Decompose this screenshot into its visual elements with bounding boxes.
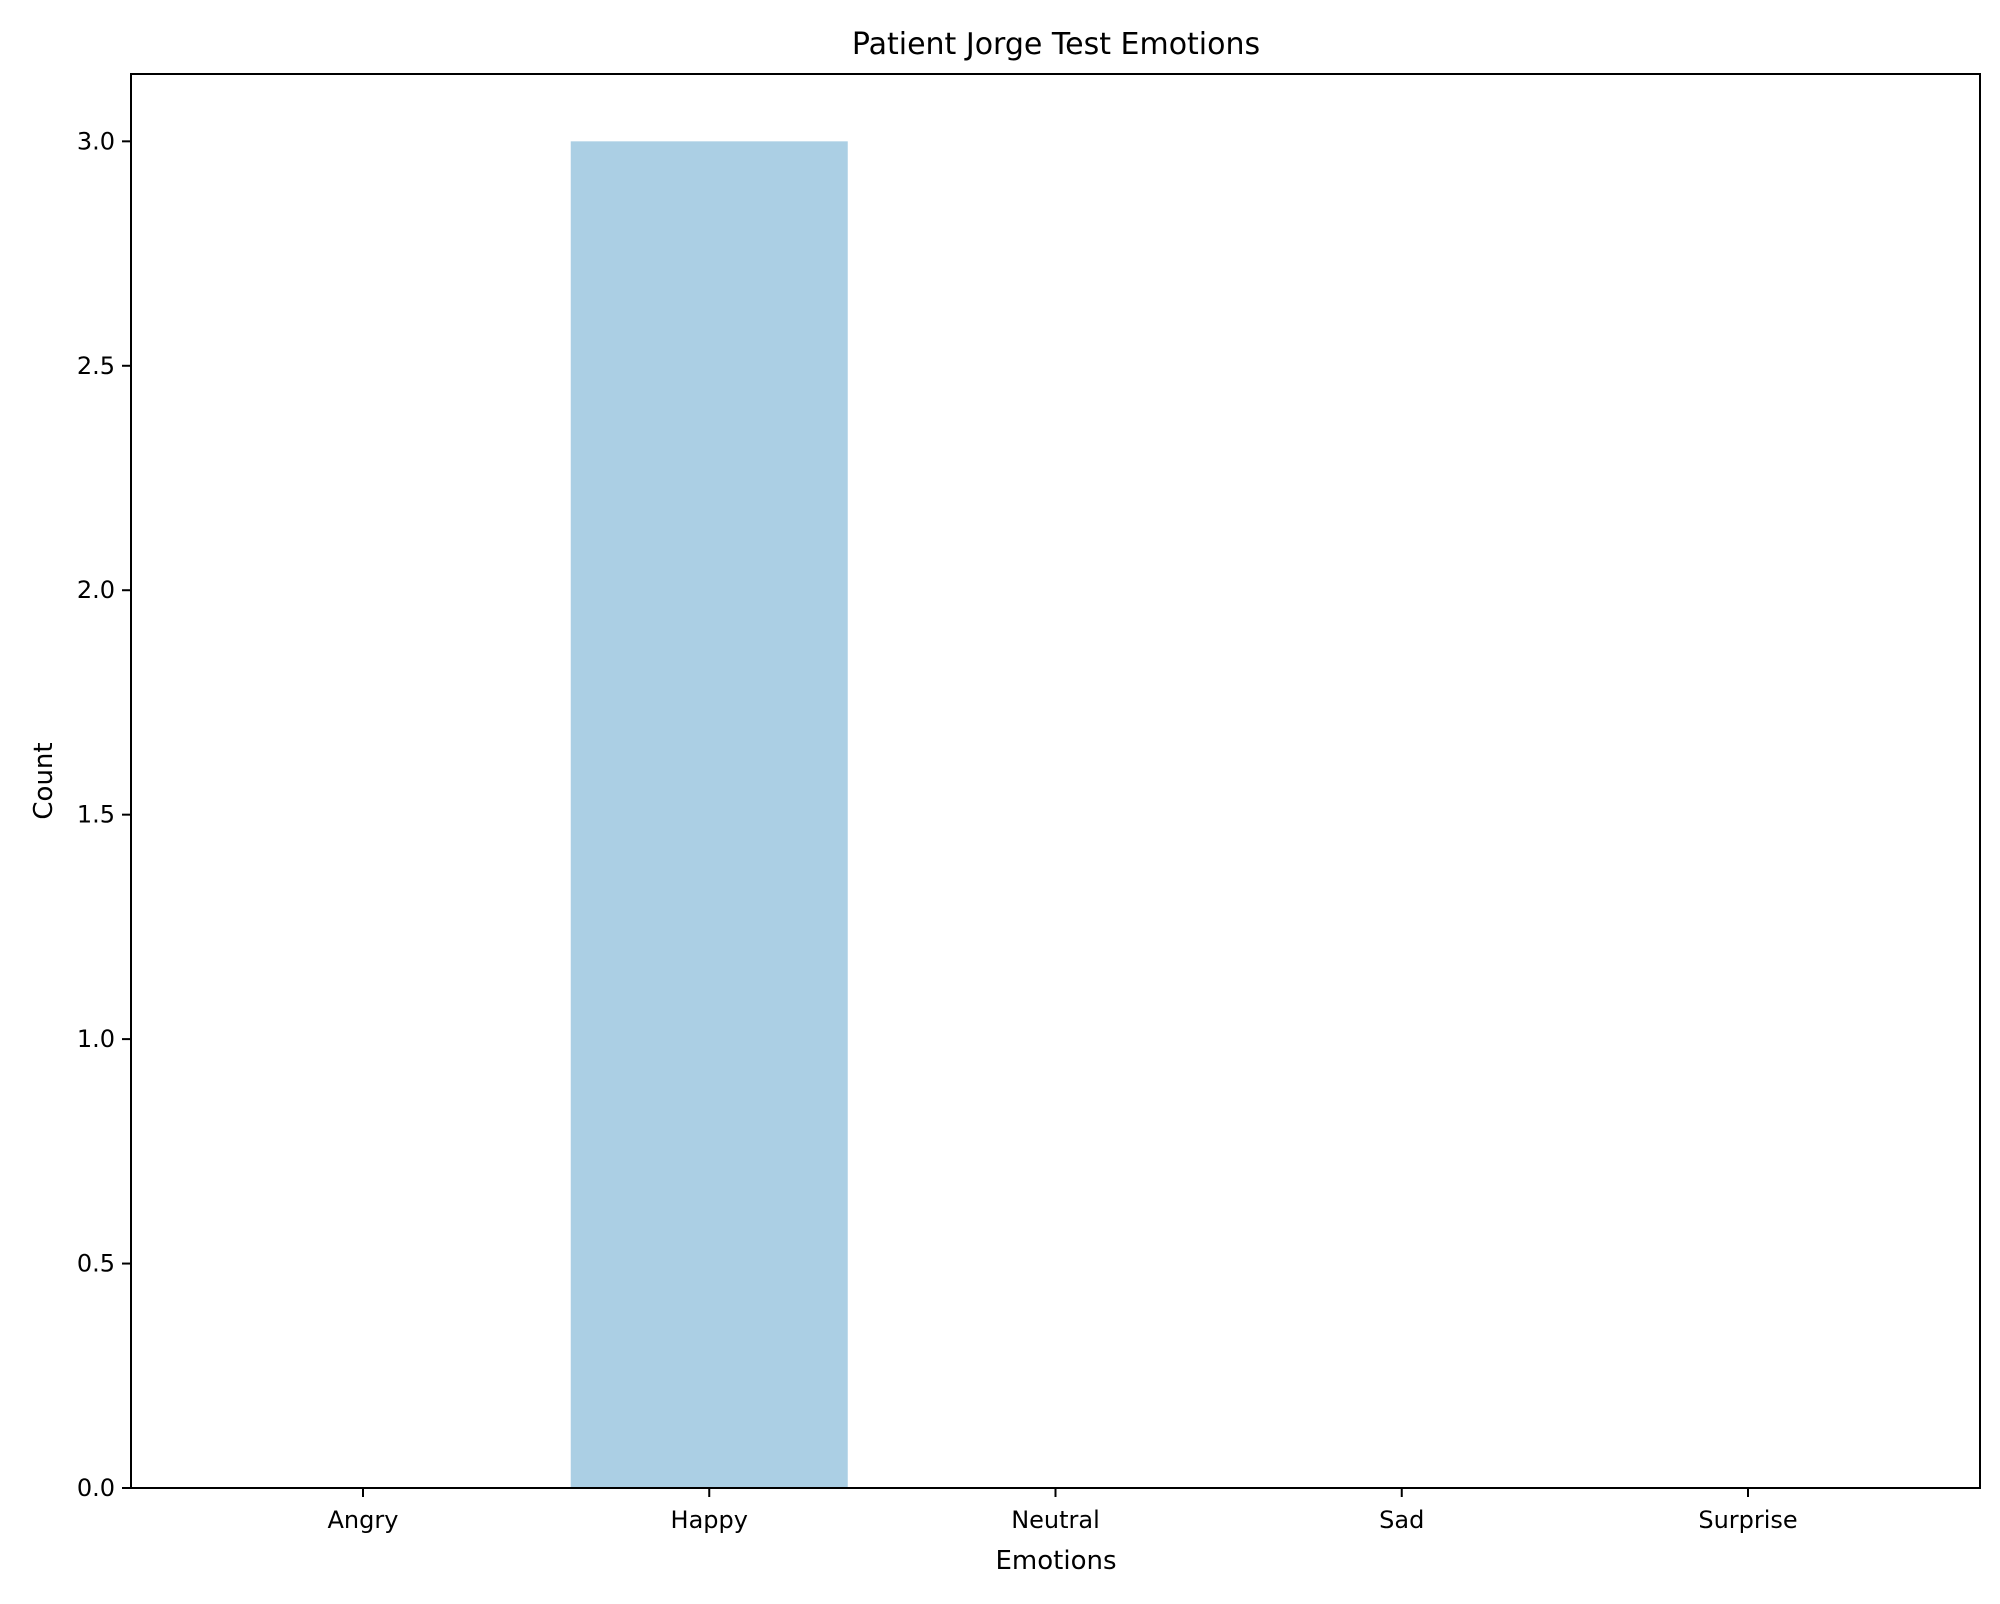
- x-axis-ticks: Angry Happy Neutral Sad Surprise: [328, 1488, 1798, 1534]
- plot-frame: [130, 73, 1981, 1489]
- y-tick-label: 0.0: [77, 1474, 115, 1502]
- y-axis-ticks: 0.0 0.5 1.0 1.5 2.0 2.5 3.0: [77, 127, 131, 1502]
- y-tick-label: 1.5: [77, 801, 115, 829]
- x-tick-label: Angry: [328, 1506, 399, 1534]
- y-tick-label: 2.0: [77, 576, 115, 604]
- bars-group: [570, 141, 848, 1488]
- bar-happy: [570, 141, 848, 1488]
- x-tick-label: Happy: [671, 1506, 748, 1534]
- x-tick-label: Sad: [1379, 1506, 1424, 1534]
- x-tick-label: Neutral: [1011, 1506, 1100, 1534]
- y-tick-label: 2.5: [77, 352, 115, 380]
- y-tick-label: 1.0: [77, 1025, 115, 1053]
- x-axis-label: Emotions: [995, 1546, 1116, 1576]
- y-axis-label: Count: [29, 742, 59, 819]
- y-tick-label: 3.0: [77, 127, 115, 155]
- y-tick-label: 0.5: [77, 1250, 115, 1278]
- x-tick-label: Surprise: [1698, 1506, 1797, 1534]
- chart-title: Patient Jorge Test Emotions: [852, 27, 1260, 62]
